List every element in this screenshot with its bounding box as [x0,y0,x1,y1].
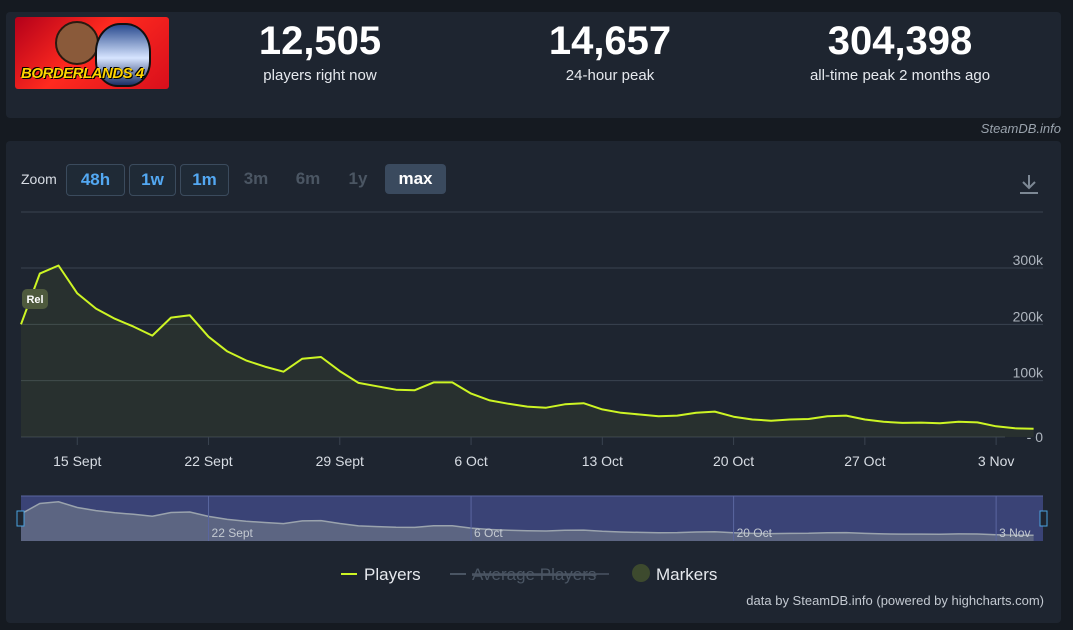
logo-wordmark: BORDERLANDS 4 [21,65,144,82]
stat-alltime-value: 304,398 [827,19,973,63]
navigator-left-handle[interactable] [16,510,25,527]
zoom-label: Zoom [21,171,57,187]
chart-panel [6,141,1061,623]
y-tick-label: 300k [1013,252,1044,268]
stat-current-players: 12,505 players right now [200,17,440,87]
stat-alltime-peak: 304,398 all-time peak 2 months ago [780,17,1020,87]
navigator-line [20,501,1034,537]
release-marker-badge[interactable] [22,289,48,309]
legend-players[interactable]: Players [364,565,421,584]
x-tick-label: 20 Oct [713,453,754,469]
chart-legend[interactable]: Players Average Players Markers [341,564,717,584]
navigator-area [21,501,1034,541]
x-tick-label: 29 Sept [316,453,364,469]
navigator-tick-label: 22 Sept [212,526,254,540]
navigator[interactable]: 22 Sept 6 Oct 20 Oct 3 Nov [16,495,1048,541]
stat-24h-label: 24-hour peak [565,67,655,84]
navigator-right-handle[interactable] [1039,510,1048,527]
players-series [20,264,1034,437]
legend-markers-swatch [632,564,650,582]
navigator-tick-label: 3 Nov [999,526,1030,540]
game-logo[interactable]: BORDERLANDS 4 [15,17,169,89]
zoom-max-button[interactable]: max [385,164,446,194]
stat-alltime-label: all-time peak 2 months ago [809,67,991,84]
stat-24h-value: 14,657 [548,19,672,63]
y-axis-ticks: - 0 100k 200k 300k [1013,252,1044,445]
zoom-3m-button[interactable]: 3m [243,169,269,188]
zoom-1w-button[interactable]: 1w [129,164,176,196]
players-line [20,264,1034,430]
logo-character-art [55,21,99,65]
download-icon[interactable] [1018,172,1040,196]
stat-current-label: players right now [263,67,377,84]
x-tick-label: 15 Sept [53,453,101,469]
navigator-tick-label: 20 Oct [737,526,773,540]
x-tick-label: 22 Sept [184,453,232,469]
stat-current-value: 12,505 [258,19,382,63]
chart-grid [21,211,1043,438]
navigator-tick-label: 6 Oct [474,526,503,540]
x-tick-label: 3 Nov [978,453,1015,469]
release-marker-label: Rel [26,294,43,306]
steamdb-credit[interactable]: SteamDB.info [980,121,1061,136]
logo-mask-art [95,23,151,87]
zoom-6m-button[interactable]: 6m [295,169,321,188]
players-area [21,265,1034,437]
legend-markers[interactable]: Markers [656,565,717,584]
y-tick-label: - 0 [1027,429,1044,445]
zoom-1y-button[interactable]: 1y [348,169,368,188]
x-tick-label: 13 Oct [582,453,623,469]
release-marker[interactable]: Rel [22,289,48,309]
y-tick-label: 200k [1013,308,1044,324]
stat-24h-peak: 14,657 24-hour peak [490,17,730,87]
zoom-1m-button[interactable]: 1m [180,164,229,196]
x-tick-label: 6 Oct [454,453,488,469]
chart-footer-credit[interactable]: data by SteamDB.info (powered by highcha… [746,593,1044,608]
zoom-48h-button[interactable]: 48h [66,164,125,196]
header-panel [6,12,1061,118]
x-axis-ticks: 15 Sept 22 Sept 29 Sept 6 Oct 13 Oct 20 Oct 27… [53,437,1014,469]
y-tick-label: 100k [1013,365,1044,381]
x-tick-label: 27 Oct [844,453,885,469]
